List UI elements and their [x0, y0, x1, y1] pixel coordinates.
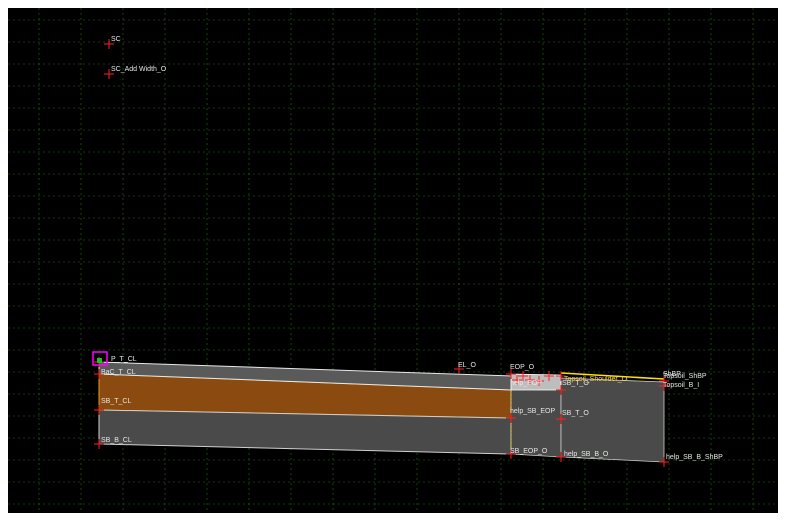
label-p-t-cl: P_T_CL — [111, 356, 137, 363]
point-marker-icon[interactable] — [94, 369, 104, 379]
subbase-layer-shape[interactable] — [98, 409, 512, 455]
point-marker-icon[interactable] — [454, 364, 464, 374]
subbase-right-shape[interactable] — [560, 377, 665, 463]
cad-view-canvas[interactable]: SC SC_Add Width_O P_T_CL BaC_T_CL SB_T_C… — [8, 8, 778, 513]
point-marker-icon[interactable] — [525, 375, 535, 385]
point-marker-icon[interactable] — [94, 439, 104, 449]
label-sb-t-o: SB_T_O — [562, 380, 589, 387]
selection-box[interactable] — [92, 351, 108, 366]
label-sc-add-width: SC_Add Width_O — [111, 66, 167, 73]
point-marker-icon[interactable] — [104, 69, 114, 79]
label-topsoil-b-i: Topsoil_B_I — [663, 382, 699, 389]
label-topsoil-shoulder: Topsoil_Shoulder_O — [564, 376, 628, 383]
label-sc: SC — [111, 36, 121, 43]
point-marker-icon[interactable] — [94, 405, 104, 415]
point-marker-icon[interactable] — [506, 369, 516, 379]
point-marker-icon[interactable] — [556, 371, 566, 381]
label-sb-b-cl: SB_B_CL — [101, 437, 132, 444]
label-bac-t-cl: BaC_T_CL — [101, 369, 136, 376]
point-marker-icon[interactable] — [556, 414, 566, 424]
label-sb-t-o-lower: SB_T_O — [562, 410, 589, 417]
point-marker-icon[interactable] — [104, 39, 114, 49]
point-marker-icon[interactable] — [512, 375, 522, 385]
label-help-sb-eop: help_SB_EOP — [510, 408, 555, 415]
label-sb-eop-o: SB_EOP_O — [510, 448, 548, 455]
label-sb-t-cl: SB_T_CL — [101, 398, 131, 405]
cross-section-drawing[interactable]: SC SC_Add Width_O P_T_CL BaC_T_CL SB_T_C… — [8, 8, 778, 513]
label-eop-o: EOP_O — [510, 364, 535, 371]
label-topsoil-shbp: Topsoil_ShBP — [663, 373, 707, 380]
point-marker-icon[interactable] — [506, 449, 516, 459]
label-help-sb-b-o: help_SB_B_O — [564, 451, 609, 458]
subbase-middle-shape[interactable] — [510, 379, 562, 458]
point-marker-icon[interactable] — [556, 385, 566, 395]
point-marker-icon[interactable] — [544, 371, 554, 381]
point-marker-icon[interactable] — [534, 376, 544, 386]
point-marker-icon[interactable] — [556, 452, 566, 462]
label-help-sb-b-shbp: help_SB_B_ShBP — [666, 454, 723, 461]
label-el-o: EL_O — [458, 362, 476, 369]
point-markers — [94, 39, 669, 467]
point-marker-icon[interactable] — [506, 413, 516, 423]
point-marker-icon[interactable] — [518, 371, 528, 381]
point-marker-icon[interactable] — [659, 381, 669, 391]
point-marker-icon[interactable] — [659, 457, 669, 467]
topsoil-line[interactable] — [560, 372, 665, 380]
selection-handle[interactable] — [97, 358, 102, 363]
label-shbp: ShBP — [663, 371, 681, 378]
label-help-eop: help_EOP — [510, 380, 542, 387]
